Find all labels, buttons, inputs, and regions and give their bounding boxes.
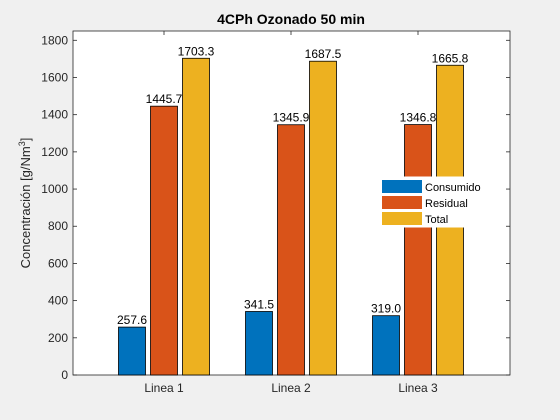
legend-swatch-total [382,212,422,225]
bar-residual-1 [150,105,178,376]
chart-title: 4CPh Ozonado 50 min [217,11,365,27]
bar-consumido-3 [372,315,400,376]
y-tick-label: 200 [48,331,68,345]
y-tick-label: 800 [48,219,68,233]
legend: Consumido Residual Total [379,176,490,228]
legend-swatch-residual [382,196,422,209]
data-label: 1345.9 [273,111,310,125]
data-label: 341.5 [244,297,274,311]
y-tick-label: 1600 [41,70,68,84]
y-axis-label: Concentración [g/Nm3] [17,138,33,269]
data-label: 319.0 [371,302,401,316]
data-label: 1665.8 [432,51,469,65]
bar-residual-3 [404,124,432,376]
data-label: 1703.3 [178,44,215,58]
y-tick-label: 1400 [41,108,68,122]
data-label: 257.6 [117,313,147,327]
y-tick-label: 1800 [41,33,68,47]
y-tick-label: 600 [48,256,68,270]
data-label: 1445.7 [146,92,183,106]
x-tick-label: Linea 3 [398,381,438,395]
bar-total-2 [309,60,337,376]
y-axis: 0 200 400 600 800 1000 1200 1400 1600 1800 [41,33,510,382]
bar-consumido-1 [118,326,146,376]
bar-total-1 [182,57,210,376]
x-tick-label: Linea 1 [144,381,184,395]
legend-swatch-consumido [382,180,422,193]
y-tick-label: 0 [61,368,68,382]
x-tick-label: Linea 2 [271,381,311,395]
y-tick-label: 400 [48,294,68,308]
bar-consumido-2 [245,311,273,376]
y-tick-label: 1200 [41,145,68,159]
legend-label: Residual [425,198,468,210]
bar-residual-2 [277,124,305,376]
data-label: 1687.5 [305,47,342,61]
legend-label: Consumido [425,182,481,194]
data-labels-group: 257.6 1445.7 1703.3 341.5 1345.9 1687.5 319.0 1… [117,44,469,327]
legend-label: Total [425,214,448,226]
x-axis: Linea 1 Linea 2 Linea 3 [144,31,438,395]
bars-group [118,57,464,376]
y-tick-label: 1000 [41,182,68,196]
data-label: 1346.8 [400,111,437,125]
